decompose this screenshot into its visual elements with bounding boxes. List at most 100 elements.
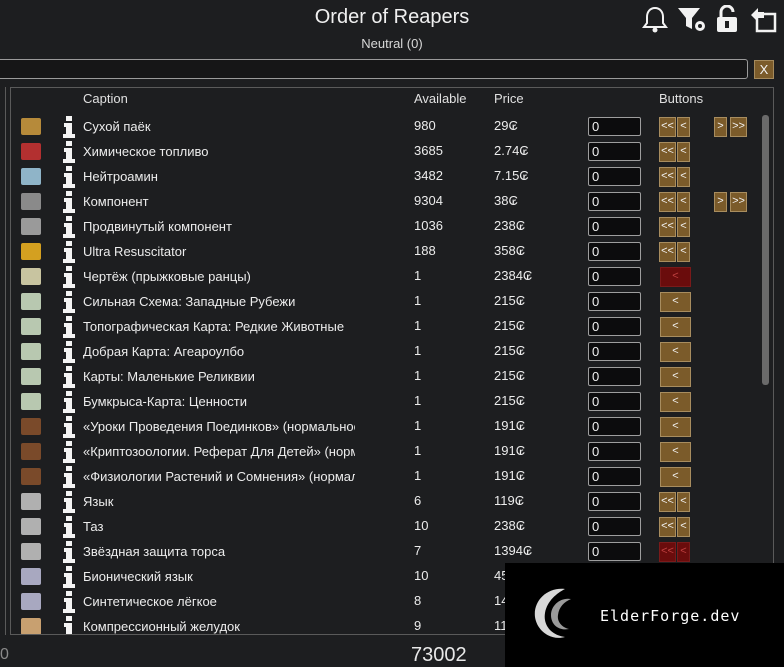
info-icon[interactable]: [62, 516, 76, 538]
take-all-button[interactable]: <<: [659, 542, 676, 562]
item-available: 7: [414, 543, 422, 558]
info-icon[interactable]: [62, 116, 76, 138]
search-input[interactable]: [0, 59, 748, 79]
take-all-button[interactable]: <<: [659, 242, 676, 262]
clear-search-button[interactable]: X: [754, 60, 774, 79]
quantity-input[interactable]: 0: [588, 167, 641, 186]
column-caption[interactable]: Caption: [83, 91, 128, 106]
info-icon[interactable]: [62, 341, 76, 363]
take-one-button[interactable]: <: [660, 317, 691, 337]
take-all-button[interactable]: <<: [659, 117, 676, 137]
column-buttons: Buttons: [659, 91, 704, 106]
take-one-button[interactable]: <: [677, 242, 690, 262]
take-one-button[interactable]: <: [677, 217, 690, 237]
quantity-input[interactable]: 0: [588, 292, 641, 311]
quantity-input[interactable]: 0: [588, 142, 641, 161]
take-one-button[interactable]: <: [660, 342, 691, 362]
scrollbar[interactable]: [762, 115, 769, 385]
info-icon[interactable]: [62, 291, 76, 313]
take-all-button[interactable]: <<: [659, 217, 676, 237]
item-available: 1: [414, 443, 422, 458]
quantity-input[interactable]: 0: [588, 517, 641, 536]
map-icon: [21, 318, 41, 335]
item-price: 191₢: [494, 443, 526, 458]
take-one-button[interactable]: <: [660, 367, 691, 387]
quantity-input[interactable]: 0: [588, 242, 641, 261]
item-available: 980: [414, 118, 436, 133]
give-all-button[interactable]: >>: [730, 117, 747, 137]
quantity-input[interactable]: 0: [588, 467, 641, 486]
info-icon[interactable]: [62, 466, 76, 488]
item-price: 119₢: [494, 493, 525, 508]
take-all-button[interactable]: <<: [659, 492, 676, 512]
info-icon[interactable]: [62, 591, 76, 613]
take-one-button[interactable]: <: [677, 117, 690, 137]
stomach-icon: [21, 618, 41, 634]
quantity-input[interactable]: 0: [588, 342, 641, 361]
take-all-button[interactable]: <<: [659, 142, 676, 162]
item-available: 1: [414, 293, 422, 308]
quantity-input[interactable]: 0: [588, 392, 641, 411]
item-caption: Сухой паёк: [83, 119, 151, 134]
column-price[interactable]: Price: [494, 91, 524, 106]
take-one-button[interactable]: <: [677, 142, 690, 162]
info-icon[interactable]: [62, 566, 76, 588]
item-price: 215₢: [494, 318, 526, 333]
info-icon[interactable]: [62, 366, 76, 388]
info-icon[interactable]: [62, 616, 76, 634]
take-one-button[interactable]: <: [677, 167, 690, 187]
info-icon[interactable]: [62, 241, 76, 263]
item-available: 188: [414, 243, 436, 258]
take-one-button[interactable]: <: [660, 267, 691, 287]
item-price: 238₢: [494, 218, 526, 233]
quantity-input[interactable]: 0: [588, 267, 641, 286]
item-available: 1036: [414, 218, 443, 233]
take-all-button[interactable]: <<: [659, 192, 676, 212]
quantity-input[interactable]: 0: [588, 367, 641, 386]
bell-icon[interactable]: [640, 4, 670, 34]
info-icon[interactable]: [62, 216, 76, 238]
take-one-button[interactable]: <: [677, 542, 690, 562]
info-icon[interactable]: [62, 541, 76, 563]
take-one-button[interactable]: <: [677, 492, 690, 512]
info-icon[interactable]: [62, 166, 76, 188]
quantity-input[interactable]: 0: [588, 542, 641, 561]
take-all-button[interactable]: <<: [659, 517, 676, 537]
item-caption: Звёздная защита торса: [83, 544, 226, 559]
take-one-button[interactable]: <: [660, 392, 691, 412]
item-price: 215₢: [494, 293, 526, 308]
quantity-input[interactable]: 0: [588, 192, 641, 211]
info-icon[interactable]: [62, 191, 76, 213]
table-row: Таз 10 238₢ 0 << <: [11, 514, 761, 539]
give-one-button[interactable]: >: [714, 192, 727, 212]
info-icon[interactable]: [62, 491, 76, 513]
export-icon[interactable]: [748, 4, 778, 34]
take-one-button[interactable]: <: [660, 467, 691, 487]
take-one-button[interactable]: <: [660, 442, 691, 462]
info-icon[interactable]: [62, 391, 76, 413]
quantity-input[interactable]: 0: [588, 492, 641, 511]
column-available[interactable]: Available: [414, 91, 467, 106]
item-price: 238₢: [494, 518, 526, 533]
item-caption: Таз: [83, 519, 104, 534]
quantity-input[interactable]: 0: [588, 442, 641, 461]
filter-settings-icon[interactable]: [676, 4, 706, 34]
take-one-button[interactable]: <: [660, 417, 691, 437]
give-all-button[interactable]: >>: [730, 192, 747, 212]
info-icon[interactable]: [62, 416, 76, 438]
take-one-button[interactable]: <: [677, 517, 690, 537]
give-one-button[interactable]: >: [714, 117, 727, 137]
quantity-input[interactable]: 0: [588, 217, 641, 236]
quantity-input[interactable]: 0: [588, 117, 641, 136]
take-all-button[interactable]: <<: [659, 167, 676, 187]
info-icon[interactable]: [62, 141, 76, 163]
quantity-input[interactable]: 0: [588, 317, 641, 336]
table-row: Карты: Маленькие Реликвии 1 215₢ 0 <: [11, 364, 761, 389]
quantity-input[interactable]: 0: [588, 417, 641, 436]
take-one-button[interactable]: <: [660, 292, 691, 312]
info-icon[interactable]: [62, 441, 76, 463]
take-one-button[interactable]: <: [677, 192, 690, 212]
info-icon[interactable]: [62, 316, 76, 338]
unlock-icon[interactable]: [712, 4, 742, 34]
info-icon[interactable]: [62, 266, 76, 288]
